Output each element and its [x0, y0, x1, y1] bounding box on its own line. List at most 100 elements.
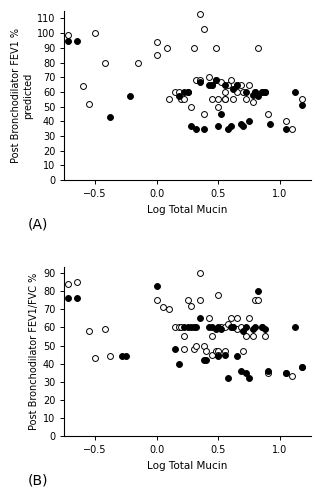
- Point: [65, 30, 71, 38]
- Point: [300, 96, 305, 104]
- Point: [204, 356, 209, 364]
- Point: [238, 367, 243, 375]
- Point: [185, 88, 190, 96]
- Point: [259, 88, 264, 96]
- Point: [206, 314, 211, 322]
- Point: [234, 352, 240, 360]
- Text: (B): (B): [27, 474, 48, 488]
- Point: [251, 98, 256, 106]
- X-axis label: Log Total Mucin: Log Total Mucin: [147, 204, 228, 214]
- Point: [234, 314, 240, 322]
- Point: [243, 88, 248, 96]
- Point: [181, 88, 186, 96]
- Point: [154, 282, 159, 290]
- Point: [185, 324, 190, 332]
- Point: [265, 367, 270, 375]
- Point: [253, 324, 258, 332]
- Point: [74, 36, 79, 44]
- Point: [86, 327, 91, 335]
- Point: [197, 76, 203, 84]
- Point: [216, 352, 221, 360]
- Point: [92, 29, 98, 37]
- Point: [222, 80, 227, 88]
- Point: [241, 327, 246, 335]
- Point: [234, 80, 240, 88]
- Point: [268, 120, 273, 128]
- Point: [176, 88, 182, 96]
- Point: [179, 96, 184, 104]
- Point: [228, 76, 233, 84]
- Point: [194, 342, 199, 349]
- Point: [228, 122, 233, 130]
- Point: [194, 76, 199, 84]
- Point: [231, 85, 236, 93]
- Point: [197, 296, 203, 304]
- Point: [243, 332, 248, 340]
- Point: [191, 44, 196, 52]
- Point: [213, 76, 219, 84]
- Point: [284, 124, 289, 132]
- Point: [154, 38, 159, 46]
- Point: [284, 369, 289, 377]
- Point: [228, 314, 233, 322]
- Point: [191, 345, 196, 353]
- Point: [247, 374, 252, 382]
- Point: [164, 44, 169, 52]
- Point: [222, 88, 227, 96]
- Point: [216, 96, 221, 104]
- Point: [253, 88, 258, 96]
- Point: [197, 78, 203, 86]
- Point: [253, 296, 258, 304]
- Point: [204, 347, 209, 355]
- Point: [201, 24, 206, 32]
- Point: [259, 88, 264, 96]
- Point: [300, 364, 305, 372]
- Point: [255, 92, 260, 100]
- Point: [213, 44, 219, 52]
- Point: [234, 88, 240, 96]
- Point: [216, 290, 221, 298]
- Point: [251, 91, 256, 99]
- Point: [197, 314, 203, 322]
- Point: [173, 88, 178, 96]
- Point: [290, 124, 295, 132]
- Point: [181, 332, 186, 340]
- Point: [241, 347, 246, 355]
- Point: [234, 325, 240, 333]
- Point: [243, 324, 248, 332]
- Point: [127, 92, 132, 100]
- Text: (A): (A): [27, 218, 48, 232]
- Point: [243, 369, 248, 377]
- Point: [265, 110, 270, 118]
- Point: [185, 296, 190, 304]
- Point: [222, 96, 227, 104]
- Point: [201, 110, 206, 118]
- Point: [65, 294, 71, 302]
- Point: [102, 58, 108, 66]
- Point: [166, 305, 172, 313]
- Point: [120, 352, 125, 360]
- Point: [185, 88, 190, 96]
- Point: [251, 325, 256, 333]
- Point: [255, 296, 260, 304]
- Point: [284, 369, 289, 377]
- Point: [213, 347, 219, 355]
- Point: [292, 324, 298, 332]
- Point: [201, 356, 206, 364]
- Point: [263, 88, 268, 96]
- Point: [241, 122, 246, 130]
- Point: [218, 110, 223, 118]
- Point: [218, 325, 223, 333]
- Point: [181, 324, 186, 332]
- Point: [251, 332, 256, 340]
- Point: [210, 96, 215, 104]
- Point: [290, 372, 295, 380]
- Point: [265, 369, 270, 377]
- Point: [238, 80, 243, 88]
- Point: [222, 324, 227, 332]
- Point: [65, 280, 71, 287]
- Point: [210, 350, 215, 358]
- Point: [255, 287, 260, 295]
- Point: [197, 269, 203, 277]
- Point: [263, 325, 268, 333]
